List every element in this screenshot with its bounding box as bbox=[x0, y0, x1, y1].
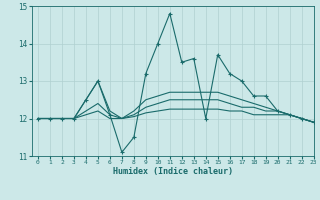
X-axis label: Humidex (Indice chaleur): Humidex (Indice chaleur) bbox=[113, 167, 233, 176]
